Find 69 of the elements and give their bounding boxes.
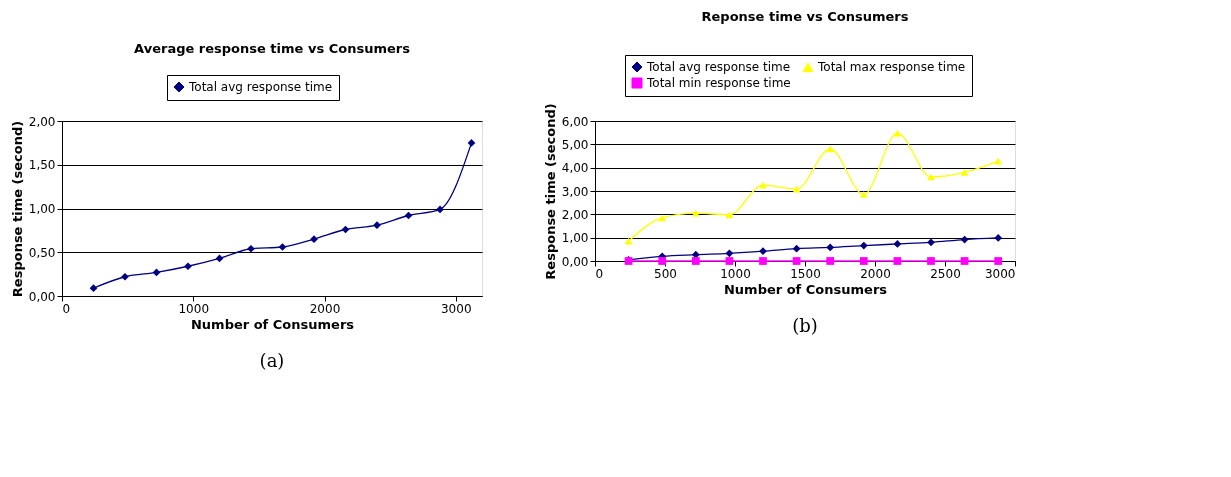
x-axis-title: Number of Consumers — [723, 281, 888, 297]
point — [184, 262, 192, 271]
point — [927, 238, 935, 247]
point — [725, 211, 734, 219]
x-axis-title: Number of Consumers — [190, 316, 355, 332]
point — [278, 243, 287, 251]
chart-title: Reponse time vs Consumers — [701, 8, 909, 24]
x-tick-label: 1000 — [720, 266, 751, 281]
y-tick-label: 0,00 — [561, 254, 589, 269]
y-tick-label: 0,50 — [28, 245, 56, 260]
y-tick-label: 3,00 — [561, 184, 589, 199]
point — [826, 243, 835, 252]
x-tick-label: 3000 — [984, 266, 1016, 281]
point — [859, 257, 868, 265]
legend-label: Total avg response time — [646, 60, 791, 74]
point — [89, 284, 98, 292]
legend-label: Total min response time — [646, 76, 791, 90]
text: (b) — [792, 315, 818, 336]
y-tick-label: 1,50 — [28, 158, 56, 173]
point — [247, 244, 255, 253]
point — [994, 257, 1003, 265]
y-tick-label: 6,00 — [561, 114, 589, 129]
chart-title: Average response time vs Consumers — [134, 41, 411, 56]
x-tick-label: 1000 — [178, 301, 210, 316]
y-tick-label: 4,00 — [561, 161, 589, 176]
x-tick-label: 2500 — [930, 266, 961, 281]
text: (a) — [259, 350, 285, 371]
y-tick-label: 2,00 — [28, 114, 56, 129]
point — [927, 257, 935, 265]
point — [792, 244, 801, 253]
point — [691, 257, 700, 265]
point — [893, 257, 902, 265]
x-tick-label: 2000 — [309, 301, 341, 316]
point — [759, 181, 767, 189]
point — [859, 191, 868, 198]
y-tick-label: 1,00 — [28, 202, 56, 216]
x-tick-label: 0 — [595, 266, 604, 281]
y-tick-label: 1,00 — [561, 231, 589, 246]
y-tick-label: 0,00 — [28, 289, 56, 304]
x-tick-label: 3000 — [440, 301, 472, 316]
point — [658, 257, 667, 265]
point — [691, 209, 700, 217]
point — [859, 241, 868, 250]
point — [826, 257, 835, 265]
point — [725, 249, 734, 258]
x-tick-label: 0 — [62, 301, 71, 316]
point — [994, 234, 1003, 242]
point — [960, 257, 969, 265]
point — [436, 205, 444, 214]
y-axis-title: Response time (second) — [542, 103, 558, 280]
y-axis-title: Response time (second) — [9, 120, 25, 298]
x-tick-label: 1500 — [790, 266, 821, 281]
y-tick-label: 2,00 — [561, 207, 589, 222]
point — [893, 240, 902, 248]
point — [725, 257, 734, 265]
legend-label: Total avg response time — [188, 80, 333, 94]
x-tick-label: 500 — [654, 266, 677, 281]
point — [960, 168, 969, 176]
point — [792, 257, 801, 265]
point — [759, 247, 767, 256]
point — [121, 272, 129, 281]
point — [960, 235, 969, 244]
point — [759, 257, 767, 265]
legend-label: Total max response time — [817, 60, 966, 75]
point — [658, 214, 667, 222]
point — [624, 237, 633, 245]
point — [467, 139, 476, 147]
x-tick-label: 2000 — [860, 266, 891, 281]
y-tick-label: 5,00 — [561, 137, 589, 152]
